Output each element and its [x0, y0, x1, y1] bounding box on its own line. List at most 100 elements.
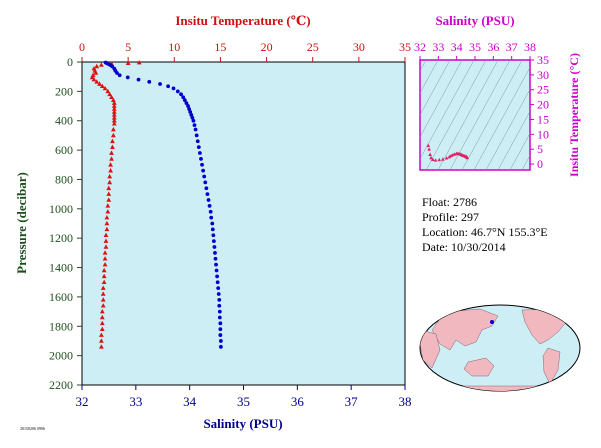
ts-salinity-tick-label: 36: [487, 40, 499, 54]
temperature-tick-label: 0: [79, 40, 85, 54]
salinity-point: [125, 75, 130, 80]
ts-salinity-tick-label: 34: [451, 40, 463, 54]
density-contour: [437, 60, 499, 170]
salinity-tick-label: 32: [76, 394, 89, 409]
ts-point: [427, 147, 431, 151]
ts-temperature-tick-label: 15: [537, 112, 549, 126]
salinity-point: [204, 186, 209, 191]
ts-salinity-tick-label: 32: [414, 40, 426, 54]
salinity-point: [194, 133, 199, 138]
salinity-point: [195, 139, 200, 144]
ts-salinity-tick-label: 33: [432, 40, 444, 54]
salinity-point: [202, 174, 207, 179]
profile-chart: 0 5 10 15 20 25 30 35 32 33 34 35 36 37 38 0 200 400 600…: [14, 13, 412, 431]
salinity-point: [171, 86, 176, 91]
temperature-tick-label: 10: [168, 40, 180, 54]
temperature-point: [110, 144, 115, 149]
temperature-point: [107, 91, 113, 97]
temperature-series: [89, 59, 142, 349]
temperature-point: [99, 320, 105, 326]
temperature-point: [111, 100, 117, 105]
pressure-tick-label: 400: [55, 114, 73, 128]
salinity-point: [215, 274, 220, 279]
footer-timestamp: 20150206 0906: [20, 426, 45, 431]
pressure-axis-label: Pressure (decibar): [14, 172, 29, 274]
temperature-point: [106, 191, 112, 196]
temperature-point: [103, 244, 109, 249]
salinity-point: [211, 233, 216, 238]
salinity-point: [188, 110, 193, 114]
salinity-point: [211, 239, 216, 244]
salinity-series: [103, 60, 223, 349]
salinity-point: [190, 115, 195, 120]
temperature-point: [100, 291, 106, 296]
temperature-point: [104, 215, 110, 220]
temperature-point: [99, 326, 105, 332]
salinity-point: [213, 250, 217, 255]
temperature-point: [107, 179, 113, 185]
pressure-tick-label: 800: [55, 172, 73, 186]
temperature-point: [98, 338, 104, 343]
temperature-point: [101, 279, 107, 285]
float-info: Float: 2786 Profile: 297 Location: 46.7°…: [422, 195, 548, 254]
ts-temperature-label: Insitu Temperature (°C): [567, 53, 581, 177]
salinity-point: [189, 112, 194, 117]
salinity-point: [210, 221, 215, 226]
density-contour: [461, 60, 523, 170]
profile-plot-area: [81, 61, 406, 386]
salinity-point: [217, 309, 222, 314]
temperature-tick-label: 30: [353, 40, 365, 54]
temperature-point: [108, 168, 114, 173]
pressure-tick-label: 0: [67, 55, 73, 69]
temperature-point: [94, 79, 100, 84]
ts-temperature-tick-label: 10: [537, 127, 549, 141]
temperature-point: [102, 262, 108, 267]
salinity-point: [199, 157, 203, 161]
temperature-tick-label: 20: [261, 40, 273, 54]
temperature-point: [111, 106, 117, 111]
temperature-point: [99, 314, 105, 320]
pressure-tick-label: 200: [55, 84, 73, 98]
salinity-point: [218, 339, 223, 343]
ts-point: [437, 157, 442, 162]
pressure-tick-label: 1600: [49, 290, 73, 304]
salinity-point: [136, 77, 141, 82]
temperature-tick-label: 35: [399, 40, 411, 54]
salinity-point: [206, 198, 211, 202]
temperature-point: [102, 85, 108, 91]
density-contour: [497, 110, 530, 170]
map-africa: [420, 329, 441, 369]
temperature-axis-label: Insitu Temperature (℃): [175, 13, 310, 28]
salinity-point: [197, 151, 202, 155]
temperature-point: [94, 63, 100, 69]
salinity-point: [217, 297, 222, 302]
map-australia: [463, 357, 495, 377]
salinity-point: [218, 333, 223, 337]
profile-number: Profile: 297: [422, 210, 479, 224]
salinity-tick-label: 33: [129, 394, 142, 409]
ts-point: [441, 157, 445, 161]
ts-salinity-tick-label: 38: [524, 40, 536, 54]
salinity-tick-label: 38: [399, 394, 412, 409]
density-contour: [425, 60, 487, 170]
float-number: Float: 2786: [422, 195, 477, 209]
temperature-point: [101, 267, 107, 273]
salinity-point: [193, 127, 198, 132]
salinity-point: [216, 292, 221, 296]
salinity-point: [186, 104, 190, 108]
density-contour: [521, 154, 530, 170]
salinity-point: [182, 98, 187, 103]
salinity-point: [218, 321, 223, 326]
map-asia: [431, 308, 499, 351]
pressure-axis: 0 200 400 600 800 1000 1200 1400 1600 1800 2000 220…: [49, 55, 82, 392]
salinity-tick-label: 35: [237, 394, 250, 409]
temperature-point: [98, 332, 104, 337]
ts-temperature-tick-label: 0: [537, 157, 543, 171]
salinity-point: [217, 315, 222, 320]
salinity-point: [205, 192, 210, 197]
temperature-tick-label: 25: [307, 40, 319, 54]
temperature-point: [105, 88, 111, 94]
temperature-point: [111, 103, 117, 108]
